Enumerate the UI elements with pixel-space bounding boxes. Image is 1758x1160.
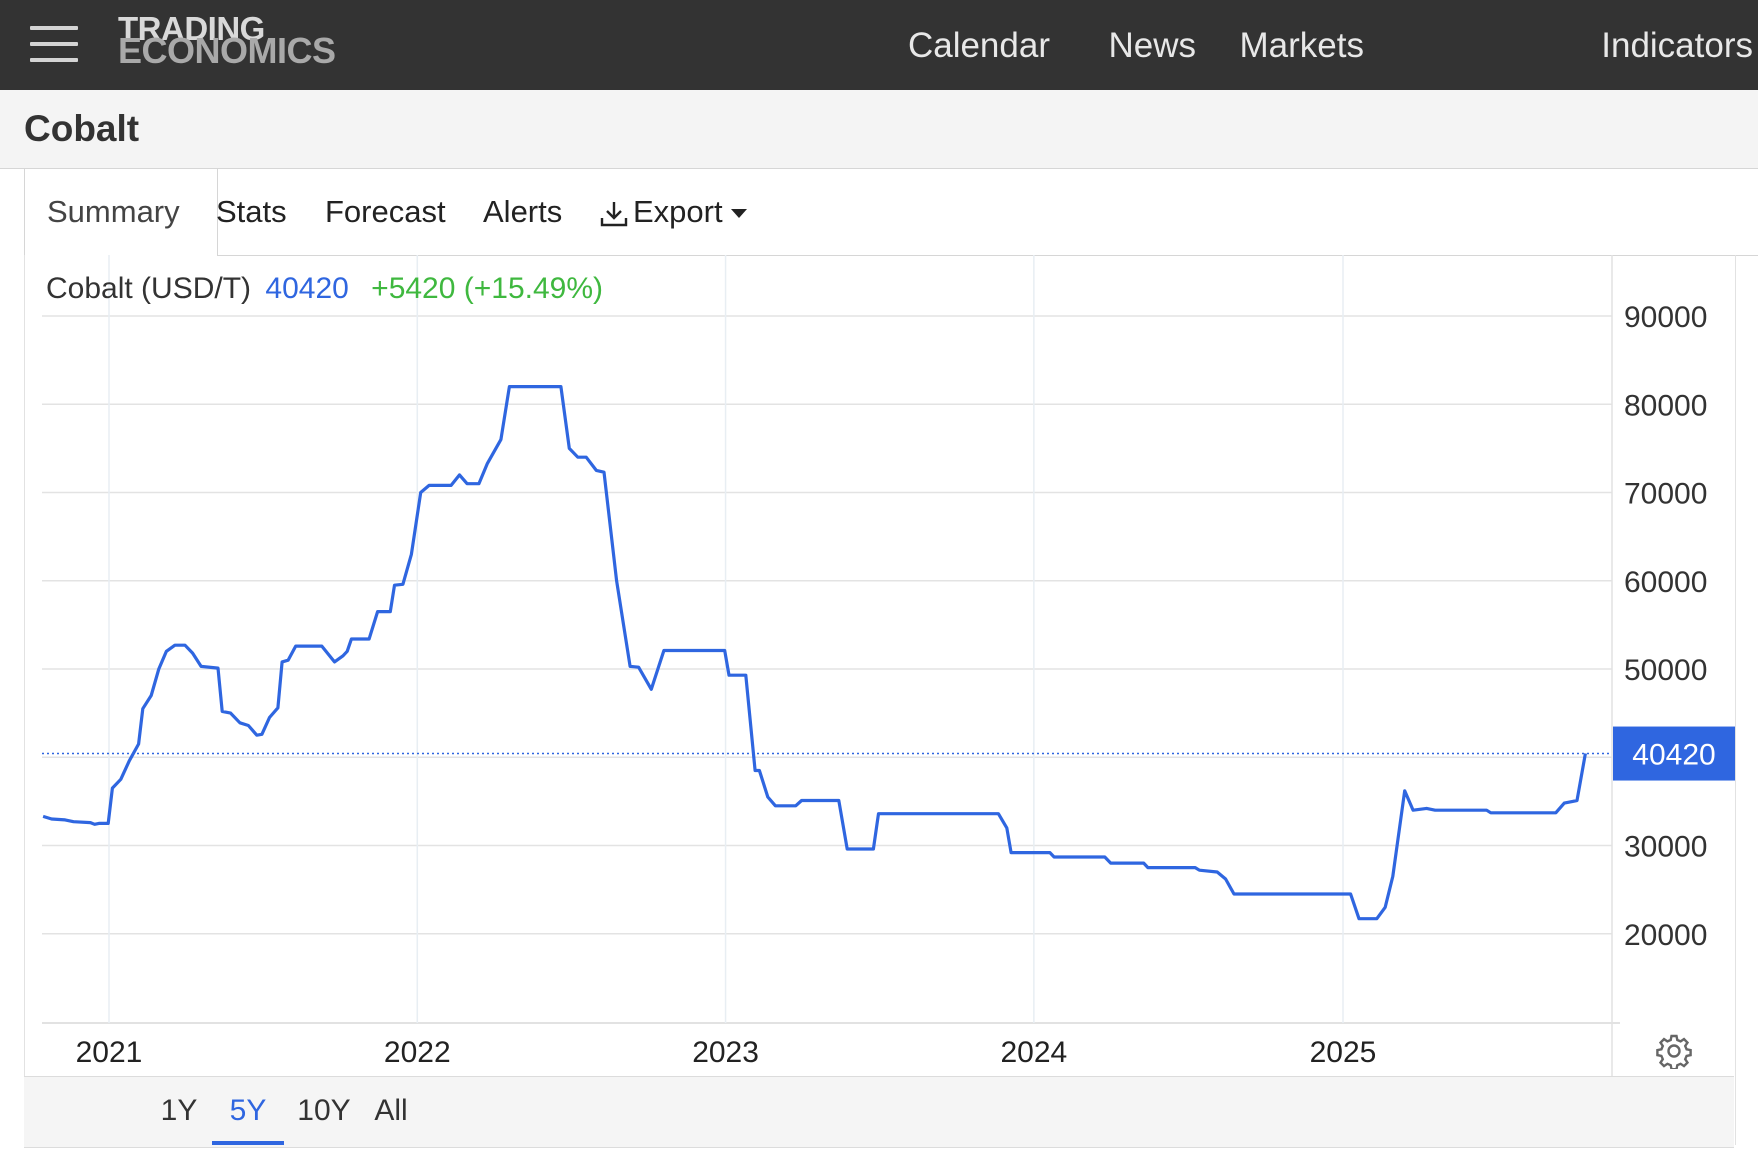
quote-name: Cobalt (USD/T) <box>46 272 252 305</box>
nav-markets[interactable]: Markets <box>1239 26 1364 65</box>
x-tick-label: 2023 <box>692 1036 759 1069</box>
y-tick-label: 70000 <box>1624 478 1707 511</box>
nav-news[interactable]: News <box>1108 26 1196 65</box>
range-all[interactable]: All <box>374 1094 408 1127</box>
y-tick-label: 60000 <box>1624 566 1707 599</box>
export-label: Export <box>633 194 723 229</box>
y-tick-label: 90000 <box>1624 301 1707 334</box>
chevron-down-icon <box>730 209 747 219</box>
nav-calendar[interactable]: Calendar <box>907 26 1050 65</box>
range-1y[interactable]: 1Y <box>160 1094 198 1127</box>
quote-value: 40420 <box>265 272 349 305</box>
y-tick-label: 30000 <box>1624 831 1707 864</box>
nav-indicators[interactable]: Indicators <box>1601 26 1753 65</box>
tab-bar: Summary Stats Forecast Alerts Export <box>24 169 1758 256</box>
quote-change: +5420 (+15.49%) <box>371 272 604 305</box>
brand-line2: ECONOMICS <box>118 30 336 71</box>
hamburger-icon[interactable] <box>30 24 78 64</box>
brand-logo[interactable]: TRADING ECONOMICS <box>118 10 336 71</box>
x-tick-label: 2024 <box>1000 1036 1067 1069</box>
x-tick-label: 2025 <box>1310 1036 1377 1069</box>
range-5y[interactable]: 5Y <box>212 1077 284 1145</box>
export-dropdown[interactable]: Export <box>599 169 747 255</box>
y-tick-label: 50000 <box>1624 654 1707 687</box>
chart-header: Cobalt (USD/T) 40420 +5420 (+15.49%) <box>46 272 603 306</box>
series-line <box>42 385 1587 921</box>
tab-stats[interactable]: Stats <box>216 194 287 229</box>
page-title: Cobalt <box>24 108 140 149</box>
x-tick-label: 2022 <box>384 1036 451 1069</box>
download-icon <box>600 201 628 227</box>
range-selector: 1Y 5Y 10Y All <box>24 1076 1734 1148</box>
top-navbar: TRADING ECONOMICS Calendar News Markets … <box>0 0 1758 90</box>
last-value-badge <box>1613 726 1735 781</box>
range-10y[interactable]: 10Y <box>297 1094 351 1127</box>
y-tick-label: 20000 <box>1624 919 1707 952</box>
y-tick-label: 80000 <box>1624 389 1707 422</box>
tab-summary[interactable]: Summary <box>24 169 218 256</box>
title-bar: Cobalt <box>0 90 1758 169</box>
tab-alerts[interactable]: Alerts <box>483 194 563 229</box>
gear-icon[interactable] <box>1656 1033 1692 1069</box>
tab-forecast[interactable]: Forecast <box>325 194 446 229</box>
last-value-label: 40420 <box>1632 739 1715 772</box>
chart-panel <box>24 255 1736 1145</box>
x-tick-label: 2021 <box>76 1036 143 1069</box>
brand-line1: TRADING <box>118 10 265 47</box>
